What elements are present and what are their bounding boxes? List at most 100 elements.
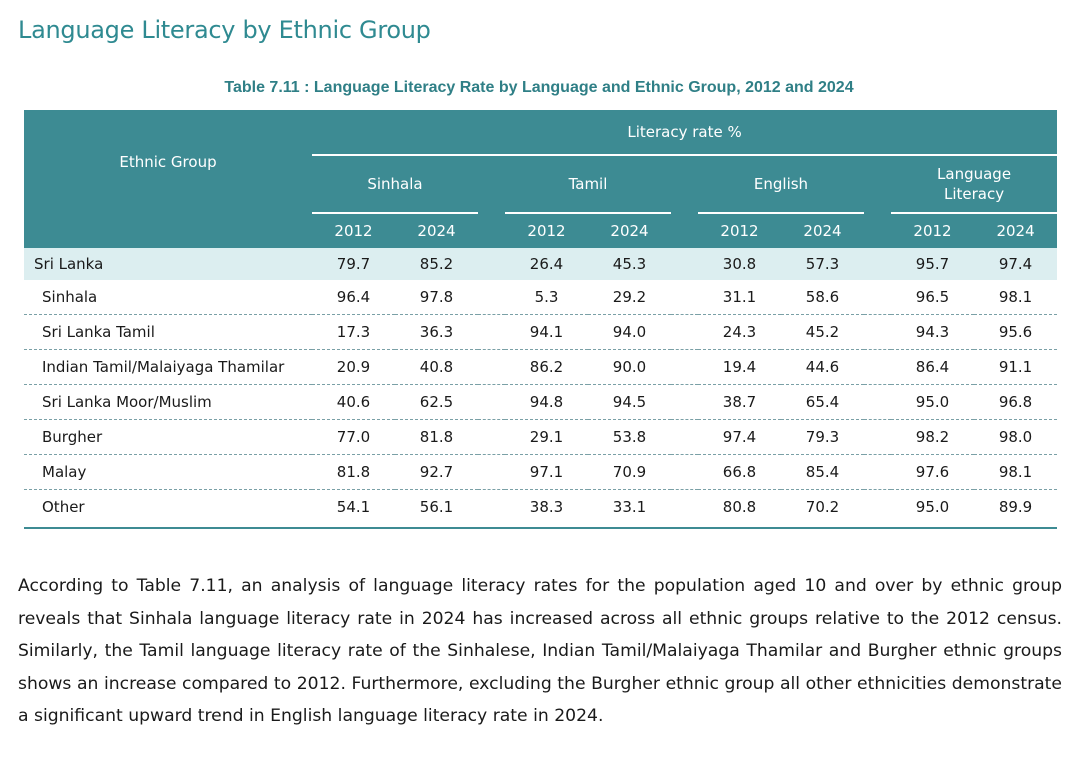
column-gap bbox=[864, 384, 891, 420]
table-row: Sinhala 96.4 97.8 5.3 29.2 31.1 58.6 96.5 98.1 bbox=[24, 280, 1058, 315]
rate-cell: 80.8 bbox=[722, 498, 757, 516]
year-header: 2024 bbox=[395, 213, 478, 248]
rate-cell: 92.7 bbox=[395, 454, 478, 490]
table-row: Sri Lanka Moor/Muslim 40.6 62.5 94.8 94.5 38.… bbox=[24, 384, 1058, 420]
rate-cell: 94.8 bbox=[505, 384, 588, 420]
rate-cell: 36.3 bbox=[395, 314, 478, 350]
year-header-row: 2012 2024 2012 2024 2012 2024 2012 2024 bbox=[24, 213, 1058, 248]
language-header-tamil: Tamil bbox=[505, 154, 671, 214]
table-row: Burgher 77.0 81.8 29.1 53.8 97.4 79.3 98.2 98.0 bbox=[24, 419, 1058, 455]
rate-cell: 79.7 bbox=[312, 248, 395, 280]
row-label: Malay bbox=[24, 454, 312, 490]
column-gap bbox=[671, 314, 698, 350]
rate-cell: 45.3 bbox=[588, 248, 671, 280]
rate-cell: 29.2 bbox=[588, 280, 671, 315]
literacy-rate-header: Literacy rate % bbox=[312, 110, 1058, 155]
column-gap bbox=[671, 454, 698, 490]
column-gap bbox=[478, 419, 505, 455]
rate-cell: 57.3 bbox=[781, 248, 864, 280]
rate-cell: 97.1 bbox=[505, 454, 588, 490]
rate-cell: 33.1 bbox=[612, 498, 647, 516]
year-header: 2012 bbox=[698, 213, 781, 248]
rate-cell: 96.5 bbox=[891, 280, 974, 315]
rate-cell: 77.0 bbox=[312, 419, 395, 455]
column-gap bbox=[478, 280, 505, 315]
column-gap bbox=[864, 314, 891, 350]
rate-cell: 66.8 bbox=[698, 454, 781, 490]
page-heading: Language Literacy by Ethnic Group bbox=[18, 16, 431, 44]
table-row: Sri Lanka Tamil 17.3 36.3 94.1 94.0 24.3 45.2 9… bbox=[24, 314, 1058, 350]
total-row: Sri Lanka 79.7 85.2 26.4 45.3 30.8 57.3 95.7 97.… bbox=[24, 248, 1058, 280]
rate-cell: 86.2 bbox=[505, 349, 588, 385]
row-label: Burgher bbox=[24, 419, 312, 455]
column-gap bbox=[864, 454, 891, 490]
column-gap bbox=[478, 454, 505, 490]
rate-cell: 90.0 bbox=[588, 349, 671, 385]
rate-cell: 26.4 bbox=[505, 248, 588, 280]
row-label: Sinhala bbox=[24, 280, 312, 315]
column-gap bbox=[864, 349, 891, 385]
rate-cell: 30.8 bbox=[698, 248, 781, 280]
rate-cell: 97.4 bbox=[974, 248, 1058, 280]
column-gap bbox=[478, 384, 505, 420]
column-gap bbox=[864, 280, 891, 315]
rate-cell: 38.3 bbox=[529, 498, 564, 516]
rate-cell: 44.6 bbox=[781, 349, 864, 385]
rate-cell: 94.0 bbox=[588, 314, 671, 350]
language-header-english: English bbox=[698, 154, 864, 214]
rate-cell: 38.7 bbox=[698, 384, 781, 420]
rate-cell: 98.1 bbox=[974, 454, 1058, 490]
rate-cell: 89.9 bbox=[998, 498, 1033, 516]
rate-cell: 94.3 bbox=[891, 314, 974, 350]
rate-cell: 70.9 bbox=[588, 454, 671, 490]
rate-cell: 95.0 bbox=[891, 384, 974, 420]
rate-cell: 65.4 bbox=[781, 384, 864, 420]
rate-cell: 40.8 bbox=[395, 349, 478, 385]
table-header: Ethnic Group Literacy rate % Sinhala Tam… bbox=[24, 110, 1058, 248]
rate-cell: 81.8 bbox=[312, 454, 395, 490]
rate-cell: 95.0 bbox=[915, 498, 950, 516]
rate-cell: 17.3 bbox=[312, 314, 395, 350]
rate-cell: 95.7 bbox=[891, 248, 974, 280]
rate-cell: 85.4 bbox=[781, 454, 864, 490]
rate-cell: 96.4 bbox=[312, 280, 395, 315]
rate-cell: 29.1 bbox=[505, 419, 588, 455]
rate-cell: 19.4 bbox=[698, 349, 781, 385]
rate-cell: 98.1 bbox=[974, 280, 1058, 315]
rate-cell: 62.5 bbox=[395, 384, 478, 420]
row-label: Sri Lanka Moor/Muslim bbox=[24, 384, 312, 420]
language-header-sinhala: Sinhala bbox=[312, 154, 478, 214]
year-header: 2024 bbox=[781, 213, 864, 248]
rate-cell: 40.6 bbox=[312, 384, 395, 420]
column-gap bbox=[671, 280, 698, 315]
rate-cell: 95.6 bbox=[974, 314, 1058, 350]
rate-cell: 97.8 bbox=[395, 280, 478, 315]
table-body: Sri Lanka 79.7 85.2 26.4 45.3 30.8 57.3 95.7 97.… bbox=[24, 248, 1058, 525]
rate-cell: 97.4 bbox=[698, 419, 781, 455]
table-row: Other 54.1 56.1 38.3 33.1 80.8 70.2 95.0 89.9 bbox=[24, 490, 1057, 525]
rate-cell: 97.6 bbox=[891, 454, 974, 490]
rate-cell: 96.8 bbox=[974, 384, 1058, 420]
rate-cell: 5.3 bbox=[505, 280, 588, 315]
column-gap bbox=[478, 490, 505, 525]
year-header: 2012 bbox=[891, 213, 974, 248]
rate-cell: 56.1 bbox=[419, 498, 454, 516]
rate-cell: 91.1 bbox=[974, 349, 1058, 385]
column-gap bbox=[864, 248, 891, 280]
column-gap bbox=[671, 490, 698, 525]
year-header: 2012 bbox=[505, 213, 588, 248]
rate-cell: 98.0 bbox=[974, 419, 1058, 455]
column-gap bbox=[671, 248, 698, 280]
rate-cell: 94.5 bbox=[588, 384, 671, 420]
rate-cell: 79.3 bbox=[781, 419, 864, 455]
column-gap bbox=[864, 419, 891, 455]
table-bottom-rule bbox=[24, 527, 1057, 529]
language-literacy-label: Language Literacy bbox=[937, 165, 1012, 203]
column-gap bbox=[478, 248, 505, 280]
rate-cell: 81.8 bbox=[395, 419, 478, 455]
rate-cell: 86.4 bbox=[891, 349, 974, 385]
column-gap bbox=[478, 314, 505, 350]
column-gap bbox=[671, 349, 698, 385]
column-gap bbox=[671, 384, 698, 420]
rate-cell: 20.9 bbox=[312, 349, 395, 385]
